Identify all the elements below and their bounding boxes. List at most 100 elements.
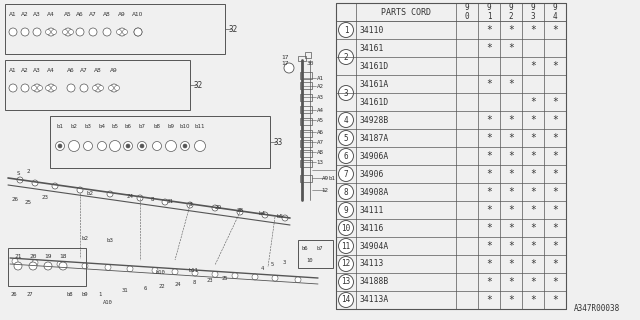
Text: A6: A6 — [317, 130, 323, 134]
Text: A9: A9 — [110, 68, 118, 73]
Text: b2: b2 — [70, 124, 77, 129]
Circle shape — [124, 141, 132, 150]
Text: *: * — [486, 187, 492, 197]
Circle shape — [339, 238, 353, 253]
Circle shape — [80, 84, 88, 92]
Circle shape — [68, 29, 74, 35]
Text: *: * — [486, 151, 492, 161]
Text: A1: A1 — [317, 76, 323, 81]
Bar — [300, 72, 312, 79]
Circle shape — [110, 84, 118, 92]
Text: 20: 20 — [29, 253, 36, 259]
Circle shape — [183, 144, 187, 148]
Circle shape — [21, 84, 29, 92]
Circle shape — [212, 205, 218, 211]
Text: 3: 3 — [188, 202, 192, 206]
Text: A6: A6 — [76, 12, 84, 17]
Text: 26: 26 — [11, 292, 17, 298]
Text: 34904A: 34904A — [360, 242, 389, 251]
Circle shape — [21, 28, 29, 36]
Text: A2: A2 — [317, 84, 323, 89]
Text: 34188B: 34188B — [360, 277, 389, 286]
Circle shape — [31, 85, 36, 91]
Circle shape — [212, 271, 218, 277]
Text: 24: 24 — [175, 283, 181, 287]
Circle shape — [237, 209, 243, 215]
Circle shape — [82, 263, 88, 269]
Bar — [298, 56, 306, 61]
Text: *: * — [530, 295, 536, 305]
Text: b10: b10 — [155, 269, 165, 275]
Text: A2: A2 — [21, 68, 29, 73]
Circle shape — [180, 141, 189, 150]
Text: 7: 7 — [344, 170, 348, 179]
Text: *: * — [508, 205, 514, 215]
Text: 34906: 34906 — [360, 170, 385, 179]
Circle shape — [166, 140, 177, 151]
Circle shape — [9, 84, 17, 92]
Text: *: * — [530, 241, 536, 251]
Circle shape — [137, 195, 143, 201]
Text: *: * — [508, 151, 514, 161]
Text: 2: 2 — [344, 52, 348, 61]
Text: 10: 10 — [307, 258, 313, 262]
Text: *: * — [486, 295, 492, 305]
Text: 34113A: 34113A — [360, 295, 389, 305]
Text: b3: b3 — [84, 124, 92, 129]
Circle shape — [67, 84, 75, 92]
Circle shape — [339, 185, 353, 199]
Circle shape — [339, 85, 353, 100]
Text: 10: 10 — [341, 223, 351, 233]
Text: 14: 14 — [341, 295, 351, 305]
Text: 3: 3 — [344, 89, 348, 98]
Text: A7: A7 — [89, 12, 97, 17]
Text: b8: b8 — [154, 124, 161, 129]
Circle shape — [99, 85, 104, 91]
Text: 6: 6 — [143, 286, 147, 292]
Text: *: * — [552, 277, 558, 287]
Bar — [300, 130, 312, 137]
Bar — [300, 175, 312, 182]
Text: *: * — [530, 151, 536, 161]
Text: b2: b2 — [86, 190, 93, 196]
Text: 4: 4 — [344, 116, 348, 124]
Text: b7: b7 — [138, 124, 145, 129]
Circle shape — [45, 29, 51, 35]
Text: A7: A7 — [317, 140, 323, 145]
Bar — [305, 52, 311, 58]
Text: 34161D: 34161D — [360, 61, 389, 70]
Text: b6: b6 — [301, 245, 308, 251]
Text: *: * — [530, 223, 536, 233]
Text: *: * — [486, 259, 492, 269]
Text: b10: b10 — [180, 124, 190, 129]
Text: A7: A7 — [80, 68, 88, 73]
Circle shape — [339, 166, 353, 181]
Bar — [50, 116, 270, 168]
Circle shape — [52, 183, 58, 189]
Circle shape — [105, 264, 111, 270]
Text: b5: b5 — [111, 124, 118, 129]
Text: 25: 25 — [221, 276, 228, 281]
Circle shape — [44, 262, 52, 270]
Circle shape — [94, 84, 102, 92]
Text: 9
1: 9 1 — [486, 3, 492, 21]
Circle shape — [232, 273, 238, 279]
Text: 34116: 34116 — [360, 223, 385, 233]
Text: A3: A3 — [317, 94, 323, 100]
Circle shape — [47, 84, 55, 92]
Bar — [300, 106, 312, 113]
Text: *: * — [486, 223, 492, 233]
Text: *: * — [552, 97, 558, 107]
Circle shape — [282, 215, 288, 221]
Circle shape — [109, 85, 113, 91]
Text: *: * — [552, 133, 558, 143]
Text: 34161: 34161 — [360, 44, 385, 52]
Text: 8: 8 — [150, 196, 154, 202]
Circle shape — [339, 220, 353, 236]
Text: 11: 11 — [341, 242, 351, 251]
Circle shape — [152, 141, 161, 150]
Circle shape — [68, 140, 79, 151]
Circle shape — [107, 191, 113, 197]
Circle shape — [295, 277, 301, 283]
Circle shape — [56, 141, 65, 150]
